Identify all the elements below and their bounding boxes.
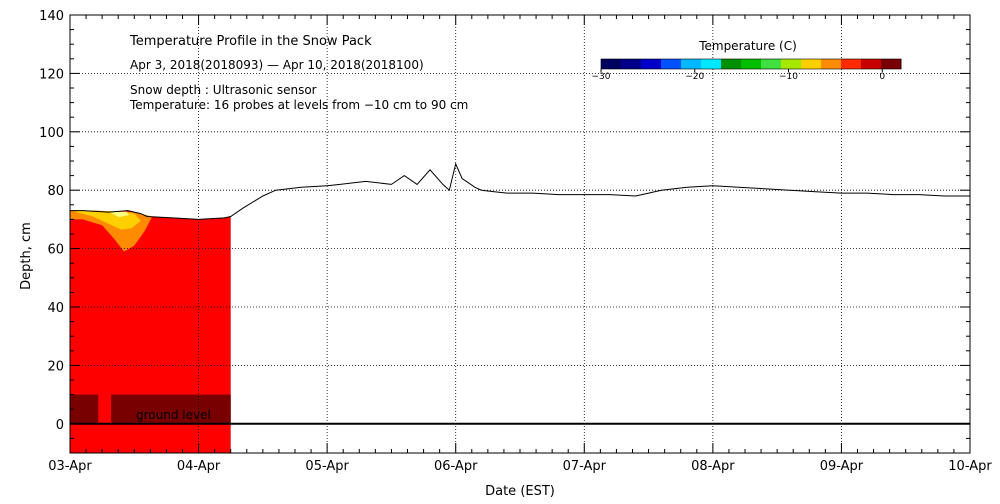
warm-patch-3 [108, 211, 130, 218]
colorbar-swatch [781, 59, 802, 69]
heatmap-base-region [70, 210, 231, 453]
y-tick-label: 60 [47, 243, 64, 258]
temperature-heatmap [70, 210, 231, 453]
colorbar-swatch [641, 59, 662, 69]
colorbar-legend: Temperature (C) −30 −20 −10 0 [592, 39, 902, 82]
snow-depth-layer [70, 162, 970, 425]
axes: 03-Apr 04-Apr 05-Apr 06-Apr 07-Apr 08-Apr 09-A… [39, 9, 992, 474]
y-tick-label: 0 [56, 418, 64, 433]
ground-band-right [111, 394, 231, 424]
annotation-snow-depth: Snow depth : Ultrasonic sensor [130, 83, 317, 97]
x-tick-label: 05-Apr [305, 459, 349, 474]
colorbar-swatch [881, 59, 902, 69]
snow-depth-line [70, 162, 970, 220]
colorbar-swatch [801, 59, 822, 69]
x-tick-label: 06-Apr [434, 459, 478, 474]
colorbar-swatch [741, 59, 762, 69]
y-tick-label: 20 [47, 359, 64, 374]
colorbar-frame [600, 58, 902, 70]
y-tick-label: 80 [47, 184, 64, 199]
colorbar-tick-label: 0 [879, 72, 885, 82]
colorbar-swatch [841, 59, 862, 69]
colorbar-tick-label: −10 [779, 72, 798, 82]
colorbar-swatch [621, 59, 642, 69]
x-axis-title: Date (EST) [485, 484, 555, 499]
colorbar-tick-label: −20 [685, 72, 704, 82]
colorbar-swatch [601, 59, 622, 69]
colorbar-swatch [861, 59, 882, 69]
x-tick-label: 09-Apr [820, 459, 864, 474]
colorbar-swatch [761, 59, 782, 69]
y-axis-title: Depth, cm [19, 222, 34, 290]
y-tick-label: 100 [39, 126, 64, 141]
x-tick-label: 10-Apr [948, 459, 992, 474]
ground-level-label: ground level [136, 408, 211, 422]
y-tick-label: 140 [39, 9, 64, 24]
colorbar-title: Temperature (C) [698, 39, 797, 53]
colorbar-swatch [821, 59, 842, 69]
chart-title: Temperature Profile in the Snow Pack [129, 34, 372, 49]
colorbar-swatch [701, 59, 722, 69]
annotation-temperature: Temperature: 16 probes at levels from −1… [129, 98, 468, 112]
colorbar-swatch [681, 59, 702, 69]
x-tick-label: 07-Apr [563, 459, 607, 474]
colorbar-swatch [721, 59, 742, 69]
colorbar-tick-label: −30 [592, 72, 611, 82]
x-tick-label: 03-Apr [48, 459, 92, 474]
x-tick-label: 08-Apr [691, 459, 735, 474]
y-tick-label: 40 [47, 301, 64, 316]
colorbar-swatch [661, 59, 682, 69]
y-tick-label: 120 [39, 67, 64, 82]
ground-band-left [70, 394, 99, 424]
x-tick-label: 04-Apr [177, 459, 221, 474]
chart-subtitle: Apr 3, 2018(2018093) — Apr 10, 2018(2018… [130, 58, 424, 72]
